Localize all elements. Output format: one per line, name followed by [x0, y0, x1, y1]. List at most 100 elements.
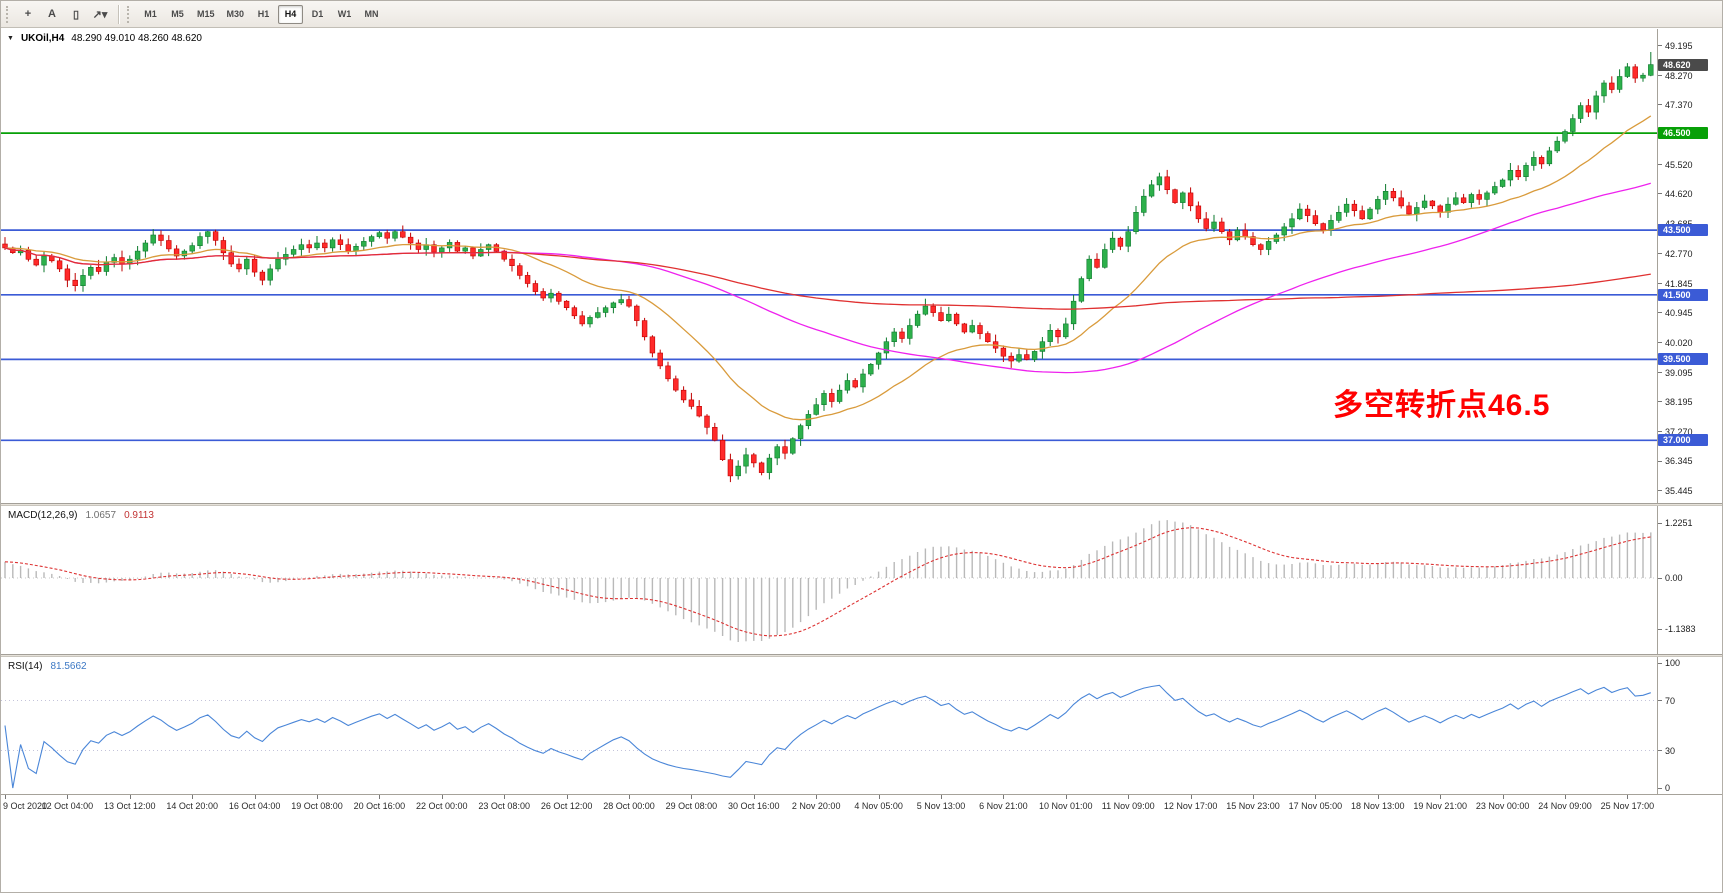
time-axis[interactable]: 9 Oct 2020 12 Oct 04:00 13 Oct 12:00 14 Oct… — [1, 794, 1722, 816]
time-label: 12 Oct 04:00 — [41, 801, 94, 811]
panel-splitter[interactable] — [1, 654, 1722, 657]
price-tick — [1658, 193, 1662, 195]
crosshair-tool[interactable]: + — [24, 8, 32, 20]
price-tick-label: 40.945 — [1665, 307, 1693, 318]
time-label: 4 Nov 05:00 — [854, 801, 903, 811]
macd-axis[interactable]: 1.2251 0.00 -1.1383 — [1658, 506, 1722, 654]
time-tick — [67, 795, 69, 799]
time-tick — [1315, 795, 1317, 799]
panel-splitter[interactable] — [1, 503, 1722, 506]
toolbar-grip[interactable] — [6, 5, 11, 23]
rsi-value: 81.5662 — [50, 661, 87, 672]
time-label: 26 Oct 12:00 — [540, 801, 593, 811]
time-tick — [441, 795, 443, 799]
time-tick — [691, 795, 693, 799]
macd-axis-border — [1657, 506, 1658, 654]
macd-axis-label: 0.00 — [1665, 573, 1683, 583]
time-label: 9 Oct 2020 — [3, 801, 48, 811]
macd-tick — [1658, 578, 1662, 579]
price-level-badge: 41.500 — [1658, 288, 1708, 301]
macd-signal-line — [4, 527, 1651, 637]
price-tick-label: 38.195 — [1665, 396, 1693, 407]
time-label: 6 Nov 21:00 — [979, 801, 1028, 811]
timeframe-h4[interactable]: H4 — [278, 4, 304, 24]
ohlc-values: 48.290 49.010 48.260 48.620 — [71, 33, 202, 44]
time-tick — [878, 795, 880, 799]
rsi-tick — [1658, 700, 1662, 701]
text-tool[interactable]: A — [48, 8, 56, 20]
annotation-text: 多空转折点46.5 — [1333, 389, 1551, 422]
time-label: 19 Nov 21:00 — [1413, 801, 1467, 811]
time-tick — [1440, 795, 1442, 799]
price-axis[interactable]: 49.19548.27047.37045.52044.62043.68542.7… — [1658, 29, 1722, 503]
toolbar: + A ▯ ↗▾ M1 M5 M15 M30 H1 H4 D1 W1 MN — [1, 1, 1722, 28]
candlestick-chart[interactable] — [1, 29, 1657, 503]
price-level-badge: 46.500 — [1658, 127, 1708, 140]
rsi-tick — [1658, 750, 1662, 751]
time-label: 5 Nov 13:00 — [916, 801, 966, 811]
macd-chart[interactable] — [1, 506, 1657, 654]
price-tick — [1658, 312, 1662, 314]
time-label: 22 Oct 00:00 — [416, 801, 468, 811]
time-tick — [317, 795, 318, 799]
price-tick — [1658, 75, 1662, 77]
price-tick-label: 47.370 — [1665, 99, 1693, 110]
time-label: 23 Nov 00:00 — [1475, 801, 1530, 811]
arrows-tool[interactable]: ↗▾ — [92, 8, 108, 21]
price-panel: ▼ UKOil,H4 48.290 49.010 48.260 48.620 多… — [1, 29, 1722, 503]
price-tick — [1658, 431, 1662, 433]
time-label: 15 Nov 23:00 — [1226, 801, 1280, 811]
chart-dropdown-icon[interactable]: ▼ — [7, 35, 14, 42]
rsi-axis-label: 0 — [1665, 783, 1671, 793]
rsi-axis-label: 100 — [1665, 658, 1681, 668]
price-tick — [1658, 45, 1662, 47]
time-tick — [1128, 795, 1130, 799]
time-label: 17 Nov 05:00 — [1288, 801, 1343, 811]
time-tick — [816, 795, 818, 799]
macd-tick — [1658, 522, 1662, 524]
timeframe-m15[interactable]: M15 — [197, 9, 215, 19]
timeframe-w1[interactable]: W1 — [337, 9, 352, 19]
timeframe-m1[interactable]: M1 — [144, 9, 157, 19]
time-label: 24 Nov 09:00 — [1538, 801, 1592, 811]
time-tick — [1253, 795, 1254, 799]
rsi-name: RSI(14) — [8, 661, 43, 672]
timeframe-d1[interactable]: D1 — [311, 9, 324, 19]
rsi-tick — [1658, 787, 1662, 789]
time-label: 13 Oct 12:00 — [104, 801, 156, 811]
time-label: 30 Oct 16:00 — [728, 801, 780, 811]
rsi-axis-label: 30 — [1665, 745, 1676, 756]
time-tick — [1065, 795, 1067, 799]
price-tick-label: 42.770 — [1665, 248, 1693, 259]
timeframe-m5[interactable]: M5 — [171, 9, 184, 19]
rsi-axis[interactable]: 100 70 30 0 — [1658, 657, 1722, 794]
rsi-tick — [1658, 662, 1662, 664]
price-tick — [1658, 104, 1662, 106]
price-tick — [1658, 372, 1662, 374]
price-tick — [1658, 164, 1662, 166]
rsi-chart[interactable] — [1, 657, 1657, 794]
timeframe-mn[interactable]: MN — [364, 9, 379, 19]
time-label: 23 Oct 08:00 — [478, 801, 530, 811]
chart-area: ▼ UKOil,H4 48.290 49.010 48.260 48.620 多… — [1, 29, 1722, 892]
price-tick-label: 36.345 — [1665, 456, 1693, 467]
time-tick — [1627, 795, 1629, 799]
text-label-tool[interactable]: ▯ — [72, 8, 80, 21]
time-label: 18 Nov 13:00 — [1351, 801, 1405, 811]
price-level-badge: 39.500 — [1658, 353, 1708, 366]
time-tick — [379, 795, 381, 799]
timeframe-m30[interactable]: M30 — [226, 9, 245, 19]
time-tick — [129, 795, 131, 799]
macd-axis-label: 1.2251 — [1665, 517, 1693, 528]
time-label: 25 Nov 17:00 — [1600, 801, 1655, 811]
candles-layer — [2, 52, 1654, 483]
price-tick-label: 40.020 — [1665, 337, 1693, 348]
macd-name: MACD(12,26,9) — [8, 510, 78, 521]
timeframe-h1[interactable]: H1 — [257, 9, 270, 19]
rsi-axis-label: 70 — [1665, 695, 1676, 706]
time-label: 16 Oct 04:00 — [228, 801, 281, 811]
time-label: 2 Nov 20:00 — [791, 801, 841, 811]
macd-panel: MACD(12,26,9) 1.0657 0.9113 1.2251 0.00 -1… — [1, 506, 1722, 654]
toolbar-grip[interactable] — [127, 5, 132, 23]
